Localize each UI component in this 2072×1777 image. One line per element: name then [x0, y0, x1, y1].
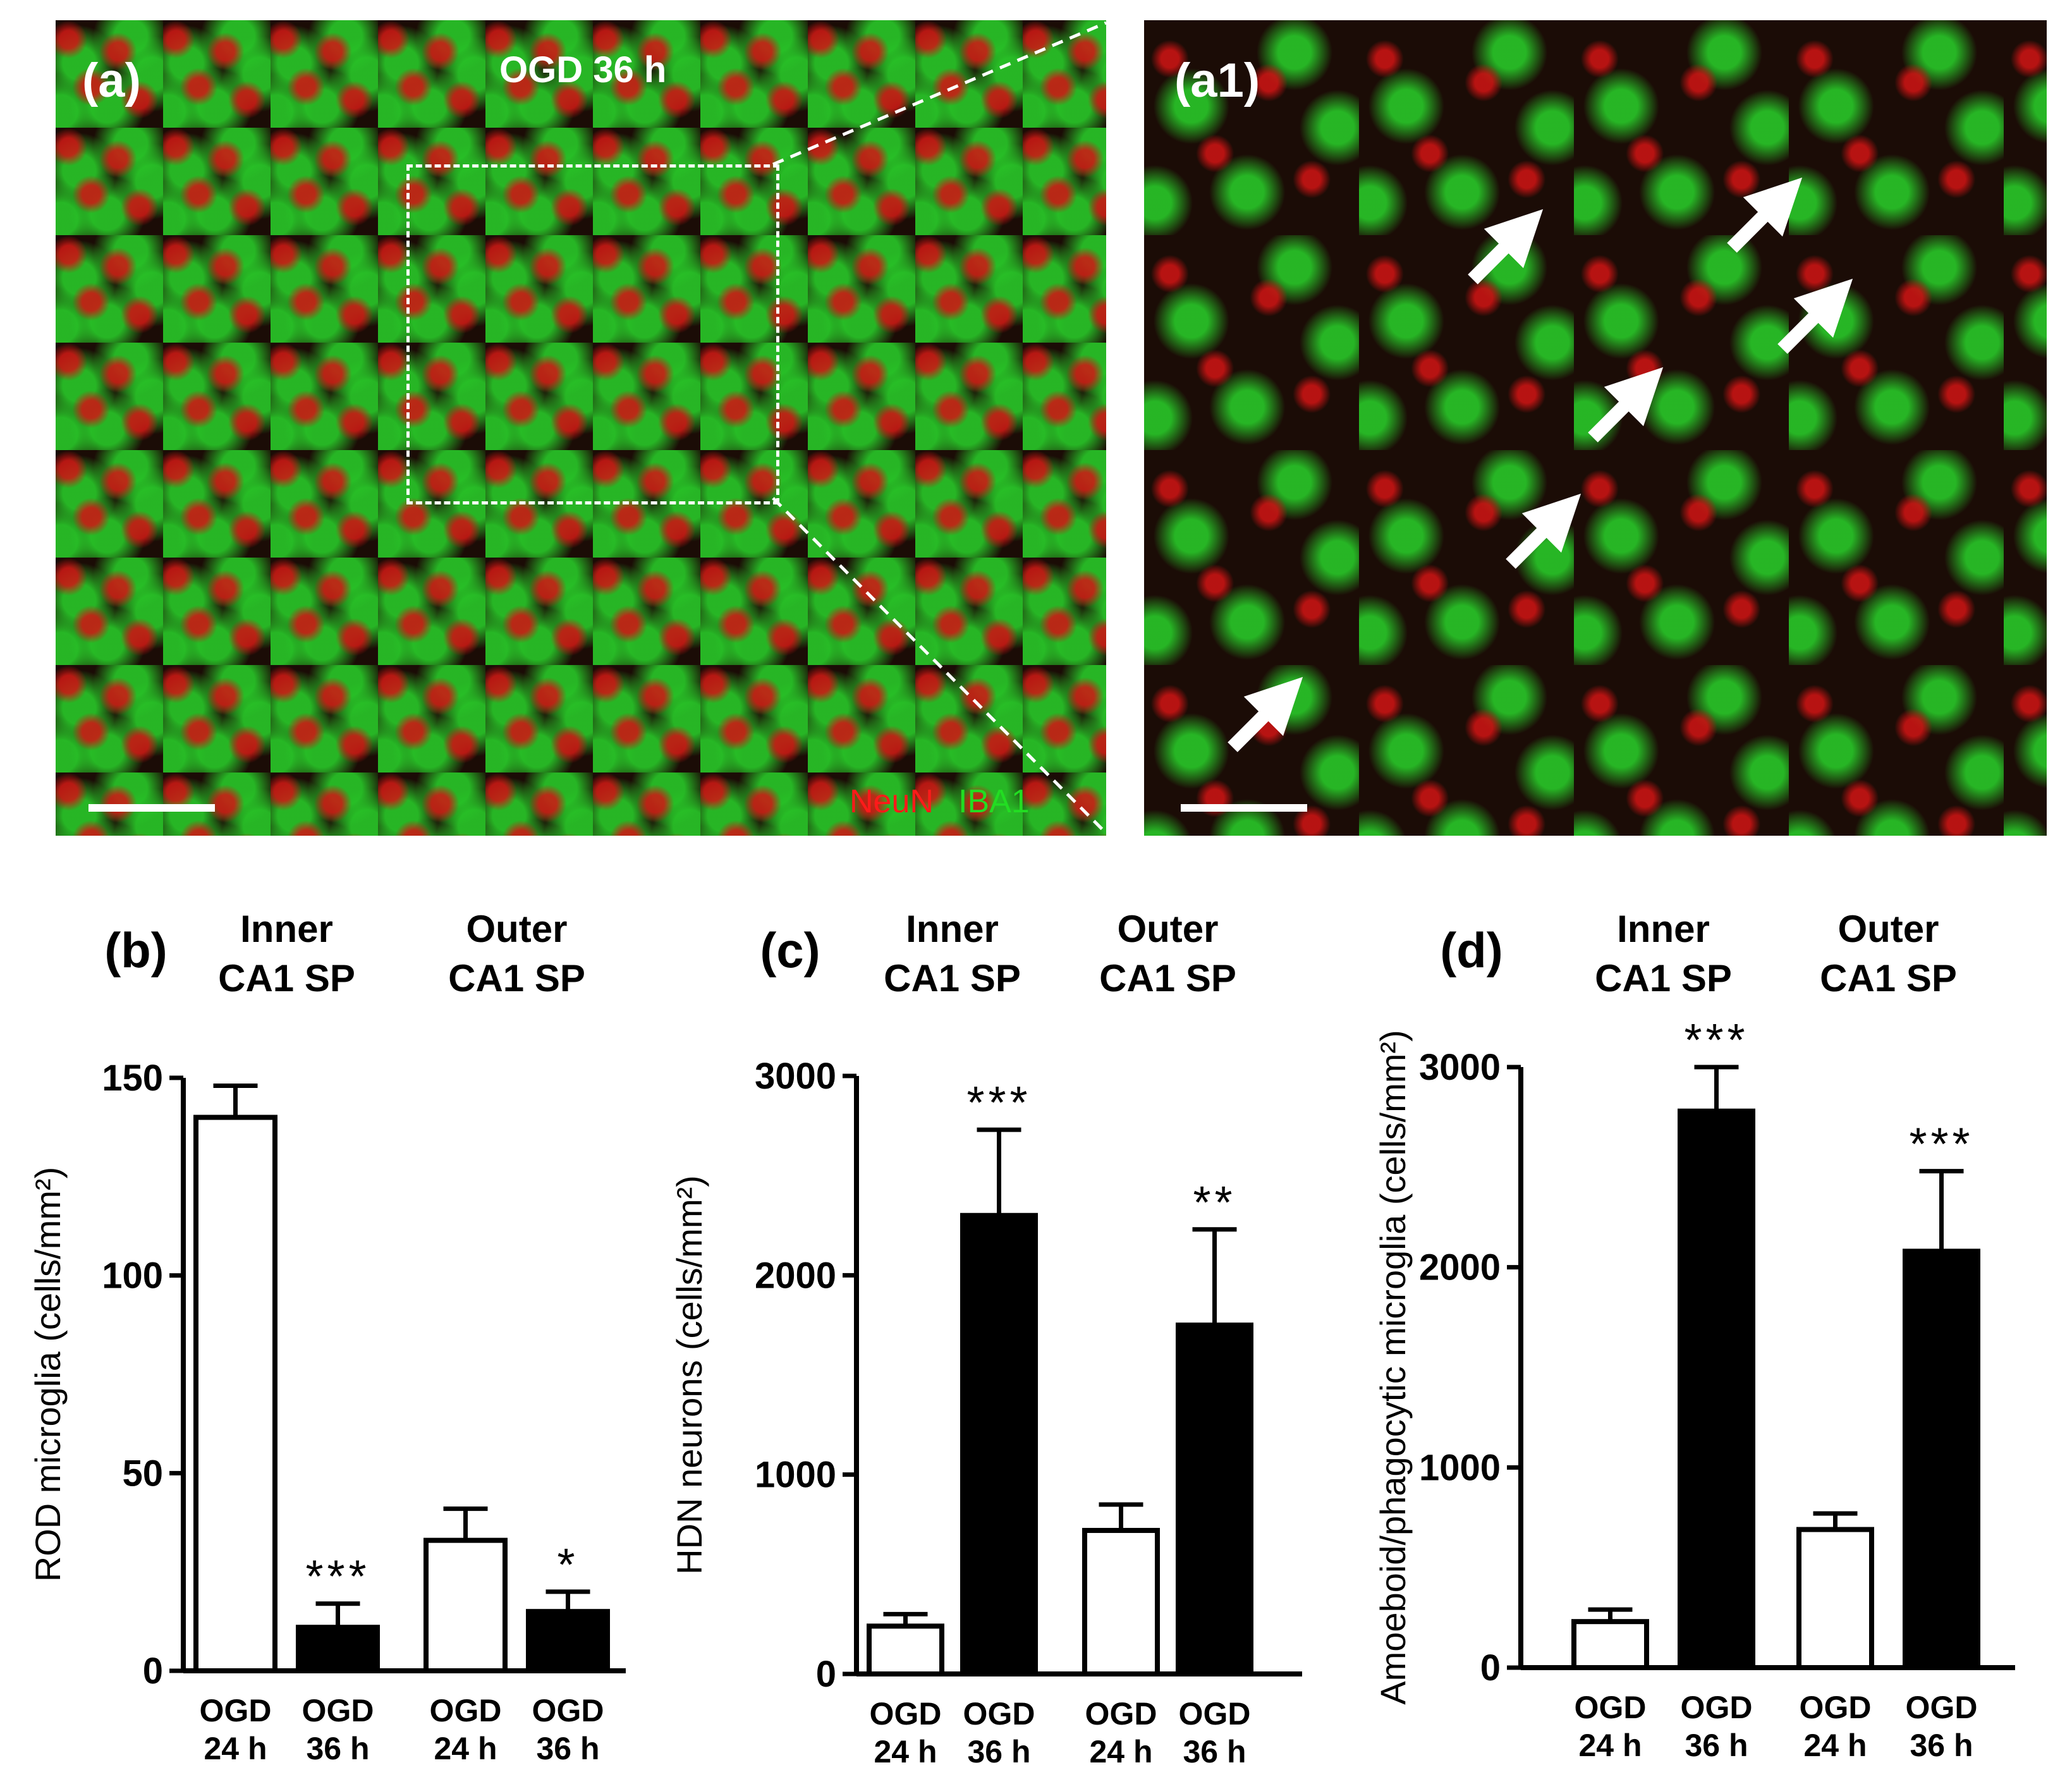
bar [960, 1212, 1038, 1676]
scale-bar [1181, 804, 1307, 812]
bar [1571, 1619, 1649, 1670]
x-tick-label: OGD 36 h [302, 1693, 374, 1766]
micrograph-panel-a: (a) OGD 36 h NeuN IBA1 [56, 20, 1106, 836]
arrow-icon [1588, 367, 1664, 443]
zoom-connector-lines [772, 21, 1107, 834]
y-tick-label: 1000 [755, 1455, 836, 1496]
bar-chart-c: (c) 0 1000 2000 3000 HDN neurons (cells/mm²) O… [669, 908, 1302, 1769]
image-title: OGD 36 h [499, 49, 667, 90]
x-tick-label: OGD 36 h [1906, 1690, 1978, 1763]
y-axis-label: Amoeboid/phagocytic microglia (cells/mm²… [1373, 1030, 1413, 1704]
panel-label-a: (a) [82, 54, 141, 107]
significance-label: *** [1684, 1015, 1748, 1066]
legend-neun: NeuN [850, 783, 934, 820]
significance-label: * [557, 1540, 578, 1591]
bar [867, 1623, 944, 1676]
y-tick-label: 150 [102, 1058, 163, 1099]
x-tick-label: OGD 24 h [1800, 1690, 1872, 1763]
bar [526, 1609, 610, 1673]
arrow-icons [1228, 177, 1853, 752]
x-tick-label: OGD 24 h [200, 1693, 272, 1766]
legend-iba1: IBA1 [958, 783, 1030, 820]
bar [1678, 1108, 1755, 1670]
arrow-icon [1468, 209, 1544, 284]
arrow-icon [1727, 177, 1803, 253]
x-tick-label: OGD 36 h [1179, 1696, 1251, 1769]
bar [1796, 1527, 1874, 1670]
bar [1176, 1322, 1253, 1676]
y-tick-label: 0 [143, 1651, 163, 1692]
micrograph-panel-a1: (a1) [1144, 20, 2047, 836]
panel-label: (c) [760, 922, 820, 978]
panel-label: (b) [104, 922, 168, 978]
group-label: Outer CA1 SP [1820, 908, 1957, 999]
y-tick-label: 3000 [755, 1056, 836, 1097]
bar [193, 1114, 277, 1673]
y-tick-label: 2000 [755, 1255, 836, 1296]
x-tick-label: OGD 36 h [1681, 1690, 1753, 1763]
significance-label: *** [1909, 1120, 1973, 1170]
bar-chart-b: (b) 0 50 100 150 ROD microglia (cells/mm²) OGD… [28, 908, 626, 1766]
group-label: Inner CA1 SP [1595, 908, 1732, 999]
y-axis-label: HDN neurons (cells/mm²) [669, 1175, 709, 1575]
zoom-region-box [406, 164, 779, 504]
bar [296, 1625, 380, 1674]
scale-bar [88, 804, 215, 812]
bar [1082, 1527, 1160, 1676]
group-label: Inner CA1 SP [884, 908, 1021, 999]
y-tick-label: 0 [816, 1654, 836, 1695]
arrow-icon [1228, 676, 1303, 752]
arrow-icon [1777, 278, 1853, 354]
y-tick-label: 1000 [1419, 1447, 1501, 1488]
significance-label: *** [305, 1552, 370, 1603]
arrow-icon [1506, 493, 1581, 569]
y-axis-label: ROD microglia (cells/mm²) [28, 1167, 68, 1582]
x-tick-label: OGD 24 h [1575, 1690, 1647, 1763]
bar [424, 1537, 508, 1674]
y-tick-label: 3000 [1419, 1047, 1501, 1088]
significance-label: ** [1193, 1178, 1236, 1228]
group-label: Outer CA1 SP [1099, 908, 1236, 999]
y-tick-label: 0 [1480, 1647, 1501, 1688]
x-tick-label: OGD 24 h [870, 1696, 942, 1769]
x-tick-label: OGD 24 h [430, 1693, 502, 1766]
y-tick-label: 100 [102, 1255, 163, 1297]
y-tick-label: 50 [122, 1453, 163, 1494]
group-label: Inner CA1 SP [218, 908, 355, 999]
x-tick-label: OGD 36 h [963, 1696, 1035, 1769]
panel-label: (d) [1440, 922, 1503, 978]
bar [1903, 1249, 1980, 1670]
group-label: Outer CA1 SP [448, 908, 585, 999]
y-tick-label: 2000 [1419, 1247, 1501, 1288]
panel-label-a1: (a1) [1174, 54, 1260, 107]
significance-label: *** [966, 1078, 1031, 1128]
x-tick-label: OGD 24 h [1085, 1696, 1157, 1769]
x-tick-label: OGD 36 h [532, 1693, 604, 1766]
